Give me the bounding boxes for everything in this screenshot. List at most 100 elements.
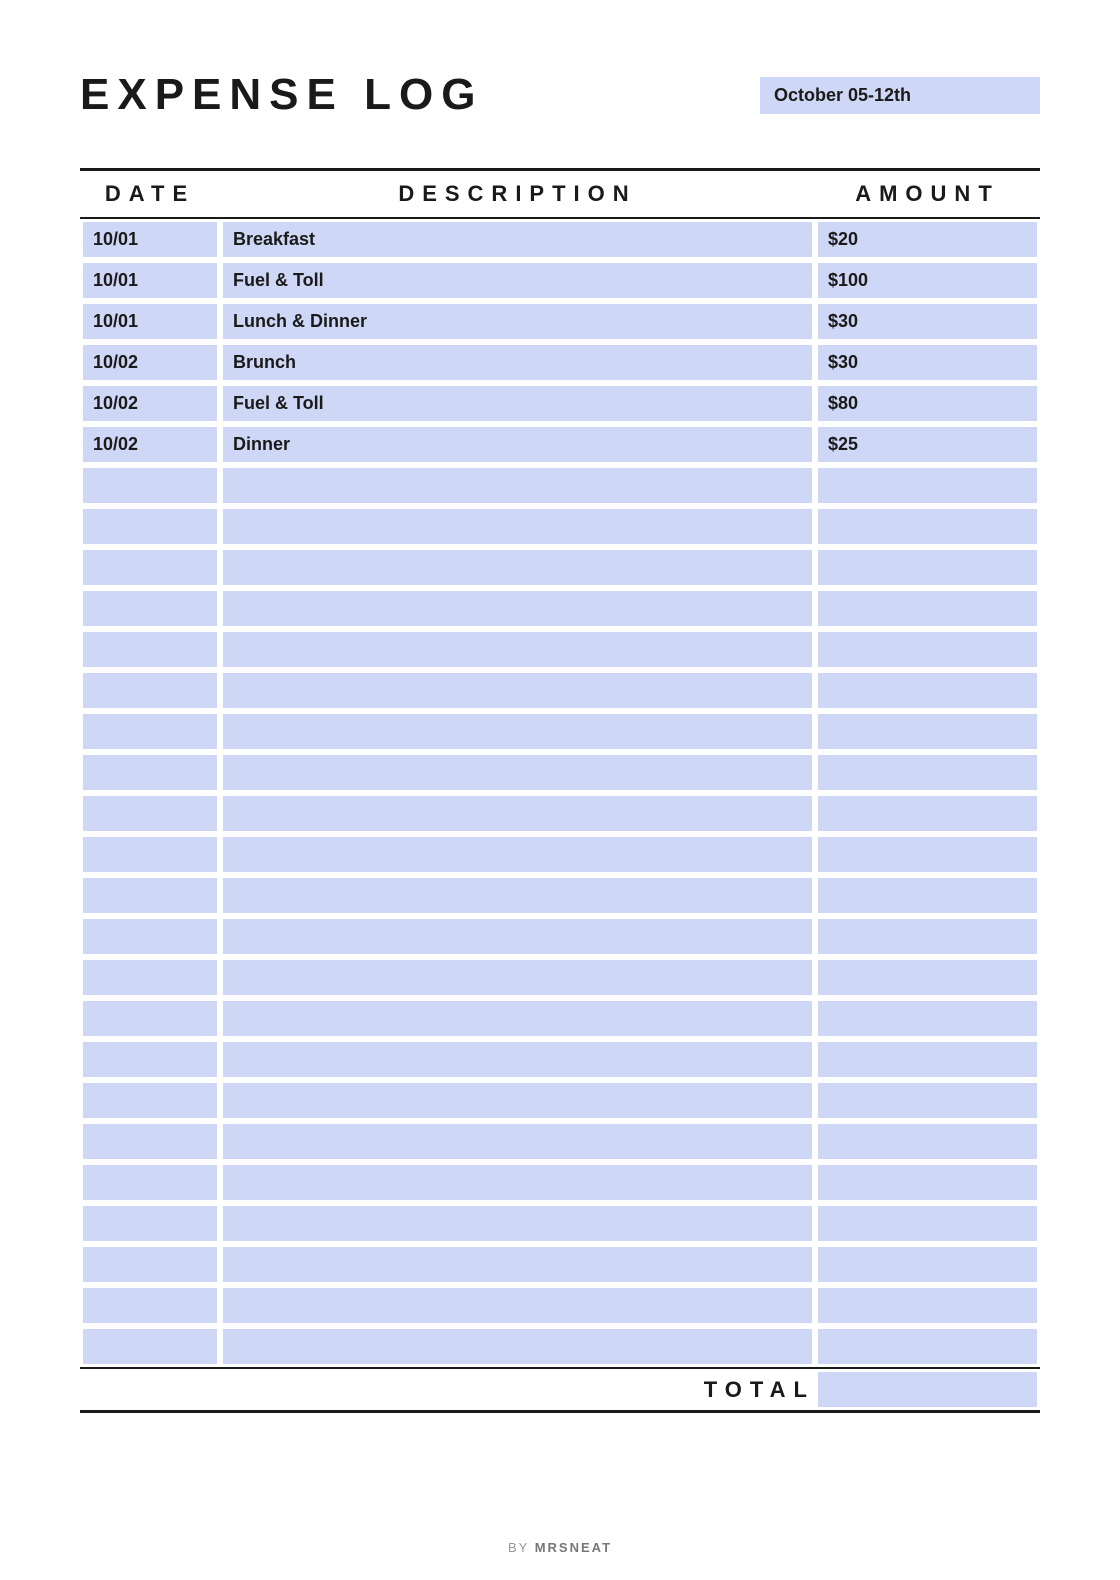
table-row: [80, 1203, 1040, 1244]
description-cell[interactable]: Fuel & Toll: [223, 386, 812, 421]
table-row: [80, 629, 1040, 670]
description-cell[interactable]: [223, 960, 812, 995]
date-cell[interactable]: 10/01: [83, 304, 217, 339]
table-row: [80, 875, 1040, 916]
date-cell[interactable]: [83, 796, 217, 831]
description-cell[interactable]: Dinner: [223, 427, 812, 462]
date-cell[interactable]: 10/02: [83, 427, 217, 462]
date-range-field[interactable]: October 05-12th: [760, 77, 1040, 114]
date-cell[interactable]: [83, 1206, 217, 1241]
amount-cell[interactable]: [818, 1247, 1037, 1282]
amount-cell[interactable]: [818, 960, 1037, 995]
description-cell[interactable]: [223, 1288, 812, 1323]
table-row: [80, 1121, 1040, 1162]
amount-cell[interactable]: $30: [818, 304, 1037, 339]
description-cell[interactable]: [223, 796, 812, 831]
amount-cell[interactable]: [818, 878, 1037, 913]
description-cell[interactable]: [223, 1083, 812, 1118]
amount-cell[interactable]: $20: [818, 222, 1037, 257]
description-cell[interactable]: [223, 632, 812, 667]
date-cell[interactable]: [83, 1124, 217, 1159]
description-cell[interactable]: [223, 714, 812, 749]
table-row: 10/02Fuel & Toll$80: [80, 383, 1040, 424]
date-cell[interactable]: [83, 1083, 217, 1118]
amount-cell[interactable]: [818, 1288, 1037, 1323]
amount-cell[interactable]: [818, 509, 1037, 544]
date-cell[interactable]: 10/02: [83, 386, 217, 421]
description-cell[interactable]: [223, 1042, 812, 1077]
date-cell[interactable]: [83, 960, 217, 995]
header: EXPENSE LOG October 05-12th: [80, 70, 1040, 120]
amount-cell[interactable]: [818, 755, 1037, 790]
amount-cell[interactable]: [818, 468, 1037, 503]
date-cell[interactable]: 10/01: [83, 222, 217, 257]
date-cell[interactable]: [83, 632, 217, 667]
table-row: [80, 588, 1040, 629]
description-cell[interactable]: [223, 837, 812, 872]
amount-cell[interactable]: [818, 1165, 1037, 1200]
date-cell[interactable]: [83, 878, 217, 913]
description-cell[interactable]: [223, 673, 812, 708]
description-cell[interactable]: [223, 1329, 812, 1364]
description-cell[interactable]: [223, 919, 812, 954]
date-cell[interactable]: [83, 837, 217, 872]
total-value[interactable]: [818, 1372, 1037, 1407]
amount-cell[interactable]: [818, 714, 1037, 749]
amount-cell[interactable]: [818, 1124, 1037, 1159]
amount-cell[interactable]: [818, 1206, 1037, 1241]
table-row: [80, 1162, 1040, 1203]
amount-cell[interactable]: $30: [818, 345, 1037, 380]
amount-cell[interactable]: $80: [818, 386, 1037, 421]
date-cell[interactable]: 10/02: [83, 345, 217, 380]
date-cell[interactable]: [83, 1288, 217, 1323]
description-cell[interactable]: [223, 1124, 812, 1159]
amount-cell[interactable]: [818, 796, 1037, 831]
amount-cell[interactable]: [818, 837, 1037, 872]
amount-cell[interactable]: [818, 1042, 1037, 1077]
date-cell[interactable]: [83, 919, 217, 954]
table-total-row: TOTAL: [80, 1367, 1040, 1413]
date-cell[interactable]: [83, 468, 217, 503]
description-cell[interactable]: Brunch: [223, 345, 812, 380]
amount-cell[interactable]: [818, 1001, 1037, 1036]
date-cell[interactable]: 10/01: [83, 263, 217, 298]
amount-cell[interactable]: [818, 673, 1037, 708]
description-cell[interactable]: Breakfast: [223, 222, 812, 257]
amount-cell[interactable]: [818, 919, 1037, 954]
amount-cell[interactable]: $25: [818, 427, 1037, 462]
date-cell[interactable]: [83, 673, 217, 708]
date-cell[interactable]: [83, 1247, 217, 1282]
description-cell[interactable]: [223, 1165, 812, 1200]
date-cell[interactable]: [83, 1329, 217, 1364]
amount-cell[interactable]: [818, 632, 1037, 667]
amount-cell[interactable]: [818, 1083, 1037, 1118]
amount-cell[interactable]: [818, 1329, 1037, 1364]
description-cell[interactable]: [223, 1001, 812, 1036]
date-cell[interactable]: [83, 1001, 217, 1036]
description-cell[interactable]: [223, 878, 812, 913]
amount-cell[interactable]: [818, 550, 1037, 585]
description-cell[interactable]: [223, 1206, 812, 1241]
date-cell[interactable]: [83, 1042, 217, 1077]
description-cell[interactable]: Fuel & Toll: [223, 263, 812, 298]
total-label: TOTAL: [80, 1367, 815, 1413]
table-row: [80, 834, 1040, 875]
expense-table-container: DATE DESCRIPTION AMOUNT 10/01Breakfast$2…: [80, 168, 1040, 1413]
date-cell[interactable]: [83, 714, 217, 749]
table-row: [80, 1039, 1040, 1080]
description-cell[interactable]: [223, 591, 812, 626]
date-cell[interactable]: [83, 591, 217, 626]
date-cell[interactable]: [83, 509, 217, 544]
description-cell[interactable]: [223, 550, 812, 585]
date-cell[interactable]: [83, 1165, 217, 1200]
table-row: 10/01Breakfast$20: [80, 219, 1040, 260]
date-cell[interactable]: [83, 550, 217, 585]
date-cell[interactable]: [83, 755, 217, 790]
description-cell[interactable]: [223, 755, 812, 790]
description-cell[interactable]: Lunch & Dinner: [223, 304, 812, 339]
amount-cell[interactable]: $100: [818, 263, 1037, 298]
description-cell[interactable]: [223, 1247, 812, 1282]
amount-cell[interactable]: [818, 591, 1037, 626]
description-cell[interactable]: [223, 509, 812, 544]
description-cell[interactable]: [223, 468, 812, 503]
